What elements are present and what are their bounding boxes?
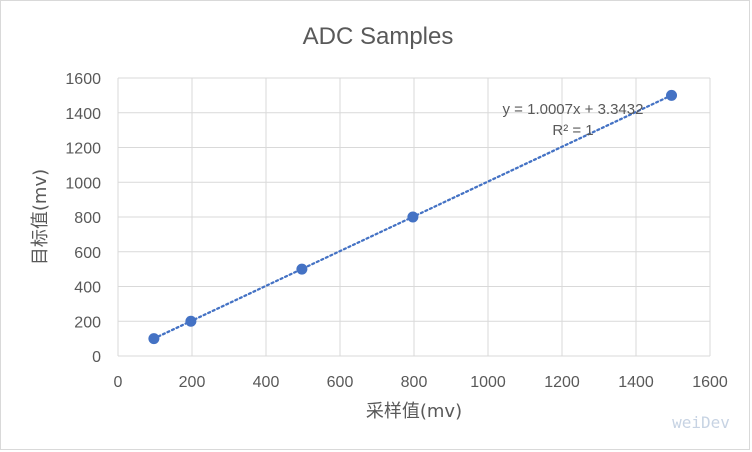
y-tick-label: 200	[74, 314, 101, 331]
y-tick-label: 1400	[65, 106, 101, 123]
x-tick-label: 1400	[618, 374, 654, 391]
data-point	[148, 333, 160, 345]
x-tick-label: 1000	[470, 374, 506, 391]
data-point	[666, 89, 678, 101]
watermark: weiDev	[672, 413, 730, 432]
trendline-r-squared: R² = 1	[552, 122, 593, 139]
data-point	[296, 263, 308, 275]
trendline-equation: y = 1.0007x + 3.3432	[503, 101, 644, 118]
x-tick-label: 800	[401, 374, 428, 391]
data-point	[185, 315, 197, 327]
x-tick-label: 1600	[692, 374, 728, 391]
y-tick-label: 800	[74, 210, 101, 227]
x-tick-label: 600	[327, 374, 354, 391]
y-axis-tick-labels: 0 200 400 600 800 1000 1200 1400 1600	[65, 71, 101, 366]
x-tick-label: 1200	[544, 374, 580, 391]
x-axis-title: 采样值(mv)	[366, 401, 462, 422]
x-tick-label: 0	[114, 374, 123, 391]
y-tick-label: 400	[74, 280, 101, 297]
data-points	[148, 89, 678, 345]
y-tick-label: 0	[92, 349, 101, 366]
y-tick-label: 600	[74, 245, 101, 262]
y-tick-label: 1000	[65, 175, 101, 192]
y-tick-label: 1600	[65, 71, 101, 88]
y-axis-title: 目标值(mv)	[30, 169, 51, 265]
x-tick-label: 400	[253, 374, 280, 391]
data-point	[407, 211, 419, 223]
x-axis-tick-labels: 0 200 400 600 800 1000 1200 1400 1600	[114, 374, 728, 391]
chart-title: ADC Samples	[303, 23, 454, 50]
y-tick-label: 1200	[65, 141, 101, 158]
x-tick-label: 200	[179, 374, 206, 391]
